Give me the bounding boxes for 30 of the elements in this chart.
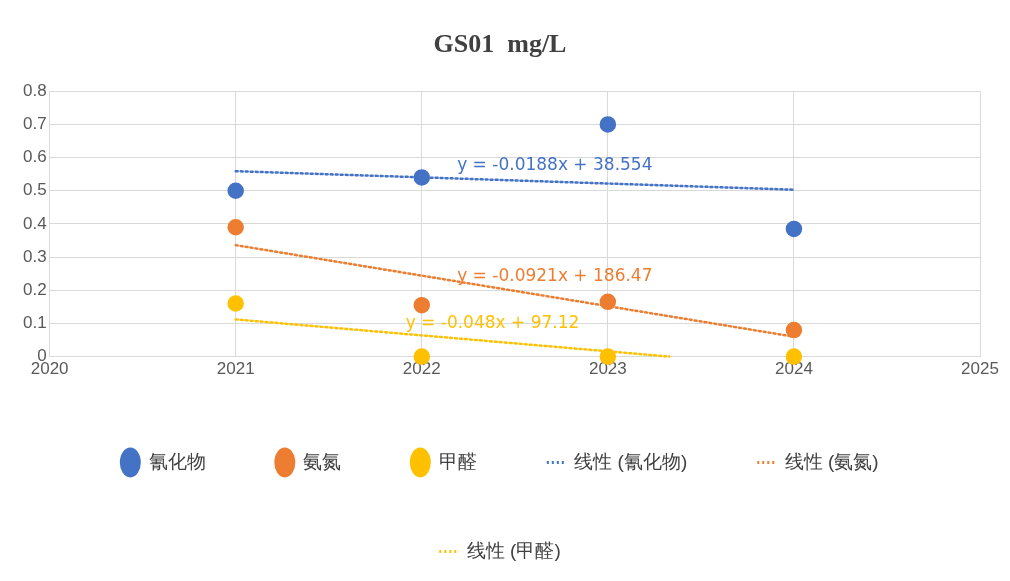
point — [227, 182, 244, 199]
legend-label: 线性 (氰化物) — [574, 450, 688, 472]
legend-label: 线性 (氨氮) — [784, 450, 879, 472]
chart-title: GS01 mg/L — [433, 29, 567, 59]
y-tick-label: 0.8 — [22, 80, 47, 100]
y-tick-label: 0.4 — [22, 213, 47, 233]
y-tick-label: 0.1 — [22, 313, 47, 333]
point — [785, 321, 803, 339]
legend-label: 线性 (甲醛) — [466, 539, 561, 561]
legend-label: 氨氮 — [303, 450, 342, 472]
y-tick-label: 0.3 — [22, 246, 47, 266]
legend-label: 甲醛 — [438, 450, 477, 472]
y-tick-label: 0.7 — [22, 114, 47, 134]
point — [599, 293, 617, 311]
x-tick-label: 2024 — [775, 359, 813, 379]
y-tick-label: 0.5 — [22, 180, 47, 200]
annotation: y = -0.0188x + 38.554 — [457, 154, 653, 175]
point — [413, 296, 431, 314]
point — [413, 169, 431, 186]
legend-label: 氰化物 — [148, 450, 206, 472]
x-tick-label: 2021 — [216, 359, 255, 379]
point — [227, 218, 244, 236]
point — [599, 116, 617, 133]
x-tick-label: 2025 — [961, 359, 999, 379]
y-tick-label: 0.2 — [22, 279, 47, 299]
y-tick-label: 0.6 — [22, 147, 47, 167]
annotation: y = -0.048x + 97.12 — [405, 311, 580, 332]
point — [785, 220, 803, 238]
annotation: y = -0.0921x + 186.47 — [457, 264, 653, 285]
point — [227, 295, 244, 312]
